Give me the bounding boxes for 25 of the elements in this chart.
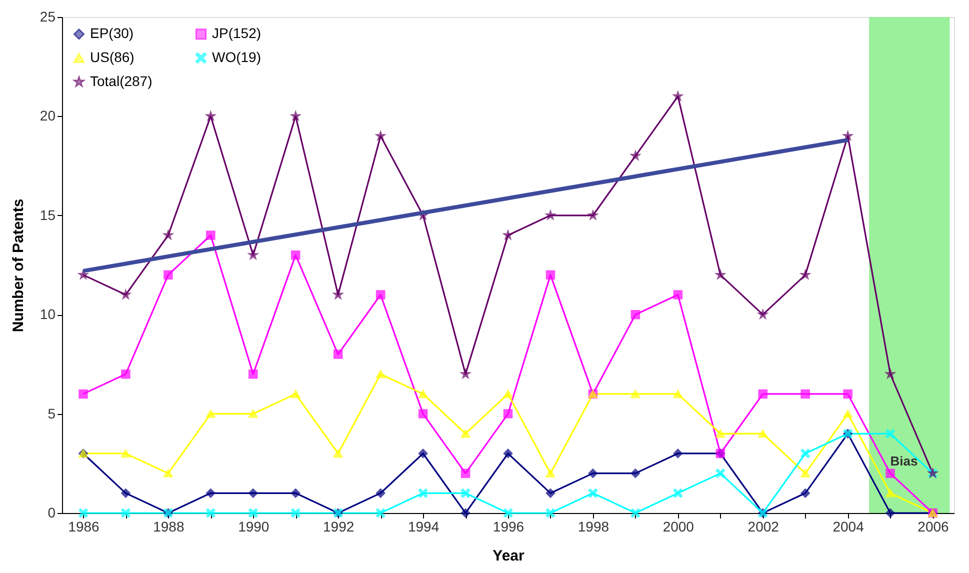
x-tick-label: 2002 (748, 518, 780, 534)
x-tick-label: 2000 (662, 518, 694, 534)
x-tick-label: 1998 (578, 518, 610, 534)
x-tick-label: 1990 (238, 518, 270, 534)
legend-label: WO(19) (212, 49, 261, 65)
y-tick-label: 10 (40, 306, 56, 322)
y-axis-title: Number of Patents (10, 198, 27, 332)
y-tick-label: 15 (40, 206, 56, 223)
x-tick-label: 2006 (918, 518, 950, 534)
legend-label: JP(152) (212, 25, 262, 42)
x-tick-label: 2004 (832, 518, 864, 534)
x-tick-label: 1986 (68, 518, 100, 534)
legend-label: US(86) (90, 49, 134, 65)
x-tick-label: 1994 (408, 518, 440, 534)
x-axis-title: Year (492, 548, 525, 564)
y-tick-label: 20 (40, 108, 56, 124)
y-tick-label: 5 (48, 405, 56, 422)
x-tick-label: 1988 (153, 518, 184, 534)
x-tick-label: 1992 (323, 518, 354, 534)
annotation: Bias (890, 453, 918, 468)
y-tick-label: 25 (40, 8, 56, 24)
legend-label: Total(287) (90, 73, 152, 89)
legend-label: EP(30) (90, 25, 134, 42)
x-tick-label: 1996 (492, 518, 524, 534)
y-tick-label: 0 (48, 504, 56, 520)
